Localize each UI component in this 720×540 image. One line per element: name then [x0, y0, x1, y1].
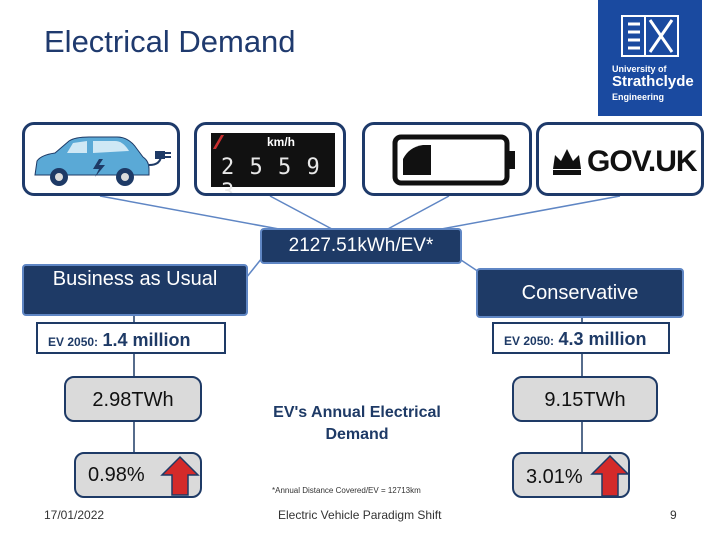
battery-card [362, 122, 532, 196]
ev-car-card [22, 122, 180, 196]
crown-icon [553, 149, 581, 175]
percent-left-value: 0.98% [88, 464, 145, 486]
odometer-card: km/h 2 5 5 9 3 [194, 122, 346, 196]
page-number: 9 [670, 508, 677, 522]
footnote: *Annual Distance Covered/EV = 12713km [272, 486, 421, 495]
annual-demand-label: EV's Annual Electrical Demand [273, 404, 441, 443]
gov-uk-card: GOV.UK [536, 122, 704, 196]
ev-2050-left-value: 1.4 million [102, 330, 191, 350]
ev-2050-right-prefix: EV 2050: [504, 334, 555, 348]
twh-left-value: 2.98TWh [92, 389, 174, 411]
footer-date: 17/01/2022 [44, 508, 105, 522]
twh-right: 9.15TWh [512, 376, 658, 422]
up-arrow-icon [160, 455, 200, 496]
footer-title: Electric Vehicle Paradigm Shift [278, 508, 442, 522]
ev-2050-left: EV 2050: 1.4 million [36, 322, 226, 354]
ev-2050-left-prefix: EV 2050: [48, 335, 99, 349]
scenario-left-label: Business as Usual [52, 268, 218, 290]
scenario-right-label: Conservative [521, 282, 639, 304]
percent-right: 3.01% [512, 452, 630, 498]
logo-line2: Strathclyde [612, 73, 694, 90]
logo-line1: University of [612, 64, 667, 74]
university-logo: University of Strathclyde Engineering [598, 0, 702, 116]
percent-left: 0.98% [74, 452, 202, 498]
percent-right-value: 3.01% [526, 466, 583, 488]
gov-uk-text: GOV.UK [587, 145, 698, 178]
odometer-unit: km/h [267, 135, 296, 149]
ev-2050-right-value: 4.3 million [558, 329, 647, 349]
ev-car-charging-icon [34, 136, 171, 186]
scenario-business-as-usual: Business as Usual [22, 264, 248, 316]
crest-icon [621, 15, 679, 57]
slide-title: Electrical Demand [44, 24, 296, 59]
twh-right-value: 9.15TWh [544, 389, 626, 411]
scenario-conservative: Conservative [476, 268, 684, 318]
ev-2050-right: EV 2050: 4.3 million [492, 322, 670, 354]
up-arrow-icon [590, 454, 630, 497]
annual-demand-value: 2127.51kWh/EV* [260, 228, 462, 264]
logo-line3: Engineering [612, 92, 665, 102]
twh-left: 2.98TWh [64, 376, 202, 422]
annual-demand-text: 2127.51kWh/EV* [288, 235, 434, 256]
battery-low-icon [392, 134, 515, 186]
odometer-digits: 2 5 5 9 3 [221, 155, 321, 196]
